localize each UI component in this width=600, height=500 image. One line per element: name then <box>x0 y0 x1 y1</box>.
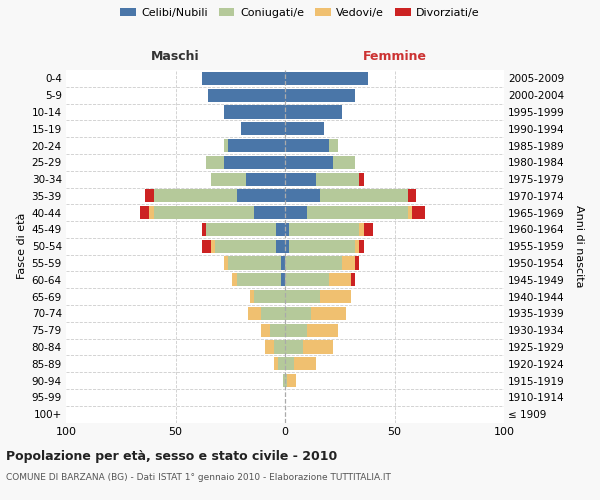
Bar <box>145 190 154 202</box>
Bar <box>228 256 281 270</box>
Bar <box>285 122 325 136</box>
Bar <box>285 190 320 202</box>
Bar <box>232 274 237 286</box>
Bar <box>285 274 329 286</box>
Text: Maschi: Maschi <box>151 50 200 62</box>
Bar <box>237 190 285 202</box>
Bar <box>285 139 329 152</box>
Bar <box>261 324 269 336</box>
Bar <box>364 223 373 236</box>
Bar <box>283 374 285 387</box>
Bar <box>248 307 261 320</box>
Bar <box>329 139 338 152</box>
Bar <box>285 307 311 320</box>
Bar <box>154 190 237 202</box>
Bar <box>211 172 245 186</box>
Bar <box>287 374 296 387</box>
Bar <box>281 274 285 286</box>
Bar <box>274 340 285 353</box>
Bar <box>228 139 285 152</box>
Bar <box>281 256 285 270</box>
Bar <box>333 156 355 169</box>
Bar <box>202 72 285 85</box>
Text: COMUNE DI BARZANA (BG) - Dati ISTAT 1° gennaio 2010 - Elaborazione TUTTITALIA.IT: COMUNE DI BARZANA (BG) - Dati ISTAT 1° g… <box>6 472 391 482</box>
Bar <box>149 206 154 219</box>
Bar <box>342 256 355 270</box>
Bar <box>294 357 316 370</box>
Bar <box>276 240 285 253</box>
Bar <box>206 223 276 236</box>
Text: Popolazione per età, sesso e stato civile - 2010: Popolazione per età, sesso e stato civil… <box>6 450 337 463</box>
Bar <box>307 324 338 336</box>
Bar <box>224 106 285 118</box>
Legend: Celibi/Nubili, Coniugati/e, Vedovi/e, Divorziati/e: Celibi/Nubili, Coniugati/e, Vedovi/e, Di… <box>120 8 480 18</box>
Bar <box>224 156 285 169</box>
Bar <box>412 206 425 219</box>
Bar <box>285 340 302 353</box>
Bar <box>329 274 351 286</box>
Bar <box>285 106 342 118</box>
Bar <box>241 122 285 136</box>
Bar <box>359 240 364 253</box>
Bar <box>211 240 215 253</box>
Bar <box>285 156 333 169</box>
Bar <box>237 274 281 286</box>
Bar <box>261 307 285 320</box>
Bar <box>355 256 359 270</box>
Bar <box>154 206 254 219</box>
Bar <box>285 223 289 236</box>
Bar <box>140 206 149 219</box>
Bar <box>245 172 285 186</box>
Bar <box>302 340 333 353</box>
Bar <box>285 240 289 253</box>
Bar <box>307 206 407 219</box>
Bar <box>285 374 287 387</box>
Bar <box>285 88 355 102</box>
Bar <box>320 290 351 303</box>
Text: Femmine: Femmine <box>362 50 427 62</box>
Bar <box>254 290 285 303</box>
Bar <box>285 324 307 336</box>
Bar <box>285 206 307 219</box>
Bar <box>208 88 285 102</box>
Bar <box>359 223 364 236</box>
Bar <box>202 223 206 236</box>
Bar <box>224 256 228 270</box>
Bar <box>407 190 416 202</box>
Bar <box>316 172 359 186</box>
Bar <box>202 240 211 253</box>
Bar <box>250 290 254 303</box>
Bar <box>265 340 274 353</box>
Y-axis label: Anni di nascita: Anni di nascita <box>574 205 584 288</box>
Bar <box>285 290 320 303</box>
Bar <box>278 357 285 370</box>
Bar <box>285 172 316 186</box>
Bar <box>289 240 355 253</box>
Bar <box>274 357 278 370</box>
Bar <box>224 139 228 152</box>
Bar <box>215 240 276 253</box>
Bar <box>289 223 359 236</box>
Bar <box>206 156 224 169</box>
Bar <box>407 206 412 219</box>
Y-axis label: Fasce di età: Fasce di età <box>17 213 28 280</box>
Bar <box>311 307 346 320</box>
Bar <box>320 190 407 202</box>
Bar <box>269 324 285 336</box>
Bar <box>355 240 359 253</box>
Bar <box>254 206 285 219</box>
Bar <box>351 274 355 286</box>
Bar <box>359 172 364 186</box>
Bar <box>285 357 294 370</box>
Bar <box>285 256 342 270</box>
Bar <box>276 223 285 236</box>
Bar <box>285 72 368 85</box>
